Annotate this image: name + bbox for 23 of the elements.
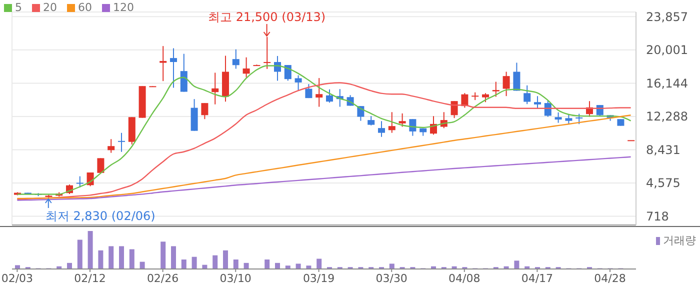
y-tick-label: 16,144 [646,76,688,90]
y-tick-label: 12,288 [646,110,688,124]
annotation: 최저 2,830 (02/06) [45,209,156,224]
x-tick-label: 04/08 [448,272,480,285]
legend-label: 거래량 [663,233,696,248]
annotation: 최고 21,500 (03/13) [208,10,326,24]
legend-label: 20 [43,1,57,14]
x-tick-label: 02/03 [1,272,34,285]
x-tick-label: 04/28 [594,272,626,285]
x-tick-label: 03/19 [302,272,335,285]
x-tick-label: 04/17 [521,272,554,285]
y-tick-label: 4,575 [646,176,680,190]
x-tick-label: 02/12 [74,272,106,285]
y-tick-label: 8,431 [646,142,680,157]
y-tick-label: 20,001 [646,43,688,58]
x-tick-label: 03/30 [376,272,408,285]
y-tick-label: 23,857 [646,10,688,24]
legend-label: 60 [78,1,92,14]
x-tick-label: 03/10 [220,272,252,285]
x-tick-label: 02/26 [146,272,179,285]
legend-label: 5 [15,1,22,14]
y-tick-label: 718 [646,209,669,224]
legend-label: 120 [113,1,134,14]
